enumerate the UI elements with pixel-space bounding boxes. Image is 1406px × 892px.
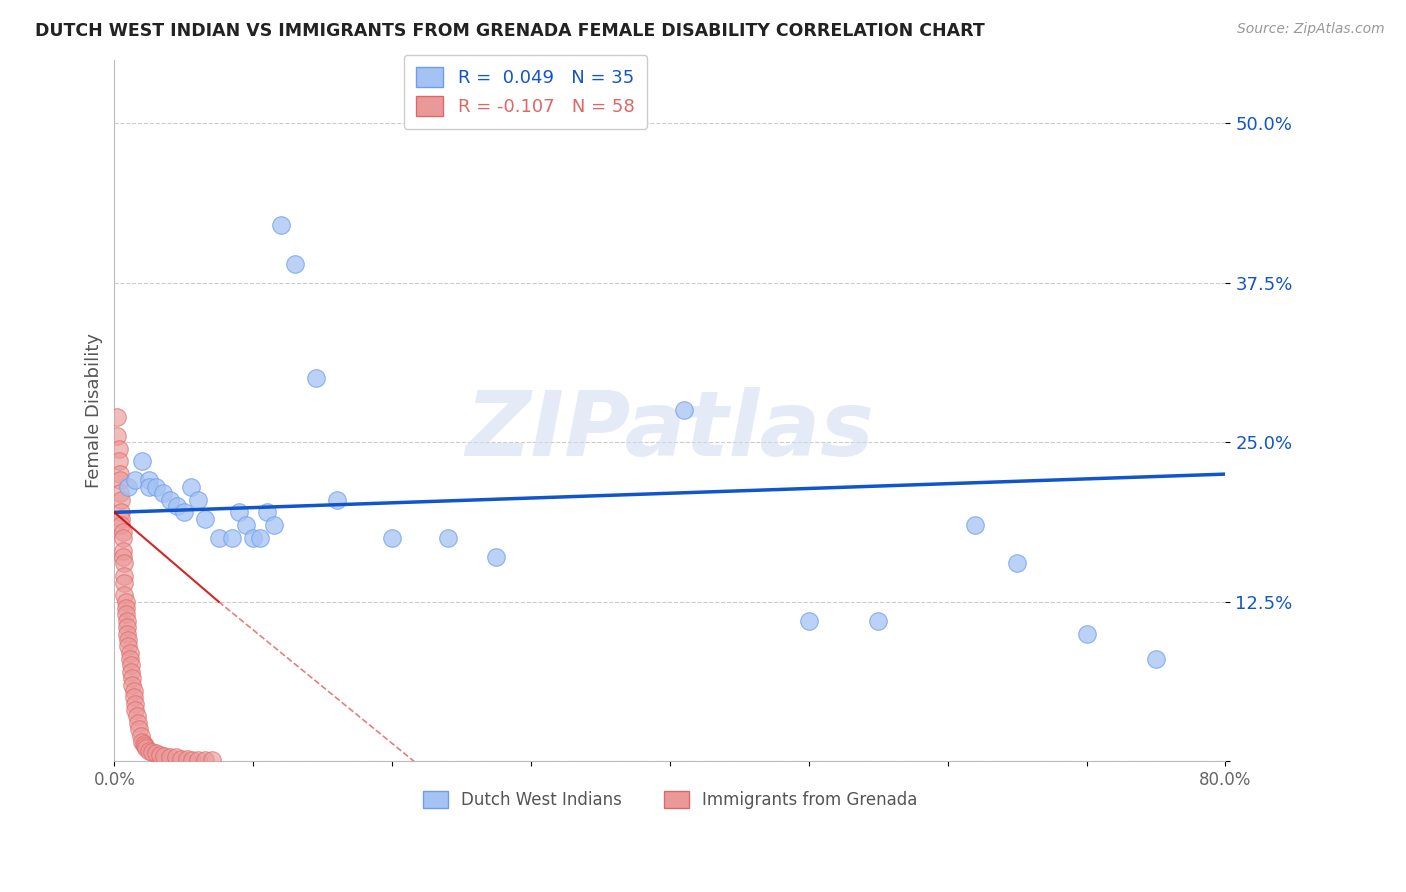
- Point: [187, 492, 209, 507]
- Point: [797, 614, 820, 628]
- Legend: Dutch West Indians, Immigrants from Grenada: Dutch West Indians, Immigrants from Gren…: [416, 784, 924, 816]
- Point: [325, 492, 347, 507]
- Point: [138, 480, 160, 494]
- Point: [107, 442, 129, 456]
- Point: [149, 747, 172, 762]
- Point: [235, 518, 257, 533]
- Point: [105, 429, 128, 443]
- Point: [125, 709, 148, 723]
- Point: [672, 403, 695, 417]
- Point: [110, 512, 132, 526]
- Point: [120, 665, 142, 679]
- Point: [381, 531, 404, 545]
- Point: [112, 588, 135, 602]
- Point: [112, 575, 135, 590]
- Point: [221, 531, 243, 545]
- Point: [118, 652, 141, 666]
- Point: [124, 703, 146, 717]
- Point: [117, 480, 139, 494]
- Y-axis label: Female Disability: Female Disability: [86, 333, 103, 488]
- Point: [118, 646, 141, 660]
- Point: [115, 614, 138, 628]
- Point: [165, 750, 187, 764]
- Point: [965, 518, 987, 533]
- Point: [256, 505, 278, 519]
- Point: [1076, 626, 1098, 640]
- Point: [868, 614, 890, 628]
- Point: [115, 620, 138, 634]
- Point: [129, 729, 152, 743]
- Point: [305, 371, 328, 385]
- Point: [111, 524, 134, 539]
- Point: [107, 454, 129, 468]
- Point: [108, 474, 131, 488]
- Point: [112, 557, 135, 571]
- Point: [152, 486, 174, 500]
- Point: [132, 738, 155, 752]
- Point: [114, 607, 136, 622]
- Point: [128, 722, 150, 736]
- Point: [114, 601, 136, 615]
- Point: [145, 747, 167, 761]
- Point: [115, 626, 138, 640]
- Text: Source: ZipAtlas.com: Source: ZipAtlas.com: [1237, 22, 1385, 37]
- Point: [122, 690, 145, 705]
- Point: [111, 531, 134, 545]
- Point: [173, 505, 195, 519]
- Point: [134, 739, 156, 753]
- Point: [127, 715, 149, 730]
- Point: [170, 751, 193, 765]
- Point: [485, 549, 508, 564]
- Point: [1144, 652, 1167, 666]
- Point: [194, 753, 217, 767]
- Point: [135, 741, 157, 756]
- Point: [105, 409, 128, 424]
- Point: [114, 594, 136, 608]
- Point: [120, 658, 142, 673]
- Point: [159, 750, 181, 764]
- Point: [145, 480, 167, 494]
- Point: [187, 753, 209, 767]
- Point: [201, 753, 224, 767]
- Point: [108, 467, 131, 482]
- Point: [159, 492, 181, 507]
- Point: [207, 531, 229, 545]
- Point: [141, 745, 163, 759]
- Point: [166, 499, 188, 513]
- Point: [122, 684, 145, 698]
- Point: [284, 257, 307, 271]
- Point: [110, 492, 132, 507]
- Point: [1005, 557, 1028, 571]
- Point: [131, 735, 153, 749]
- Point: [117, 640, 139, 654]
- Point: [176, 751, 198, 765]
- Point: [242, 531, 264, 545]
- Point: [131, 454, 153, 468]
- Point: [181, 753, 204, 767]
- Point: [436, 531, 458, 545]
- Point: [111, 543, 134, 558]
- Point: [112, 569, 135, 583]
- Point: [121, 677, 143, 691]
- Point: [249, 531, 271, 545]
- Point: [124, 697, 146, 711]
- Point: [138, 474, 160, 488]
- Point: [153, 749, 176, 764]
- Point: [138, 744, 160, 758]
- Point: [180, 480, 202, 494]
- Point: [110, 518, 132, 533]
- Text: DUTCH WEST INDIAN VS IMMIGRANTS FROM GRENADA FEMALE DISABILITY CORRELATION CHART: DUTCH WEST INDIAN VS IMMIGRANTS FROM GRE…: [35, 22, 984, 40]
- Point: [111, 549, 134, 564]
- Point: [263, 518, 285, 533]
- Point: [110, 505, 132, 519]
- Point: [228, 505, 250, 519]
- Point: [117, 632, 139, 647]
- Point: [124, 474, 146, 488]
- Point: [270, 219, 292, 233]
- Point: [194, 512, 217, 526]
- Point: [108, 486, 131, 500]
- Text: ZIPatlas: ZIPatlas: [465, 387, 875, 475]
- Point: [121, 671, 143, 685]
